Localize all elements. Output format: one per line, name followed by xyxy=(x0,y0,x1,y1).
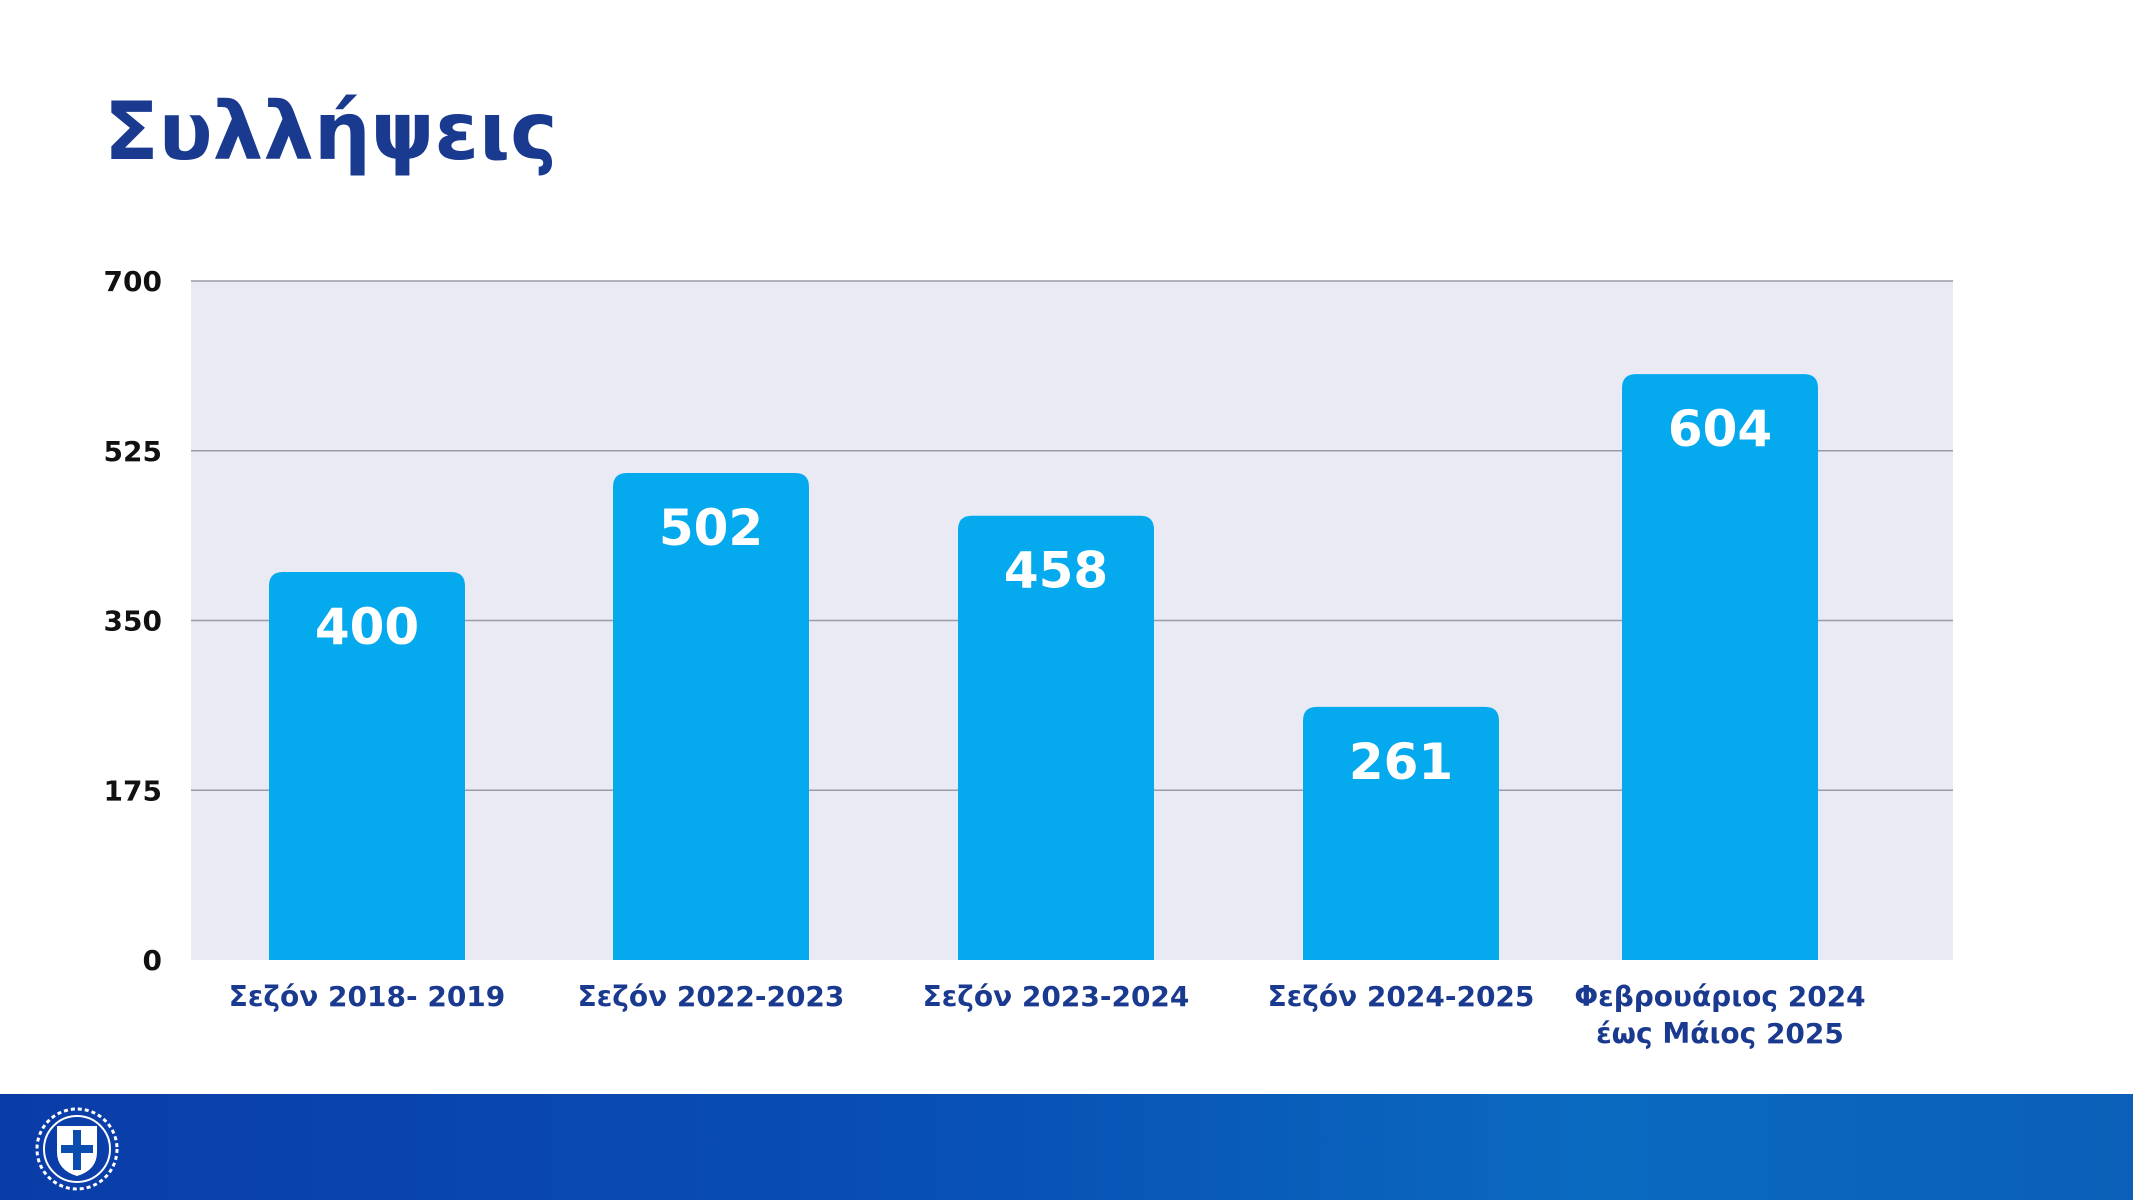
y-axis-ticks: 0 175 350 525 700 xyxy=(104,265,162,977)
bar-value-label: 400 xyxy=(315,598,419,656)
x-axis-label: Σεζόν 2022-2023 xyxy=(578,980,845,1013)
bar-3 xyxy=(1303,706,1499,960)
x-axis-label: Σεζόν 2018- 2019 xyxy=(229,980,506,1013)
y-tick-label: 525 xyxy=(104,435,162,468)
bar-value-label: 458 xyxy=(1004,542,1108,600)
bar-0 xyxy=(269,572,465,960)
bar-value-label: 502 xyxy=(659,499,763,557)
y-tick-label: 700 xyxy=(104,265,162,298)
y-tick-label: 0 xyxy=(143,944,162,977)
bar-4 xyxy=(1622,374,1818,960)
x-axis-label: Φεβρουάριος 2024 xyxy=(1574,980,1865,1013)
footer-banner xyxy=(0,1094,2133,1200)
bar-1 xyxy=(613,473,809,960)
bar-value-labels: 400 502 458 261 604 xyxy=(315,400,1772,791)
x-axis-label: έως Μάιος 2025 xyxy=(1596,1017,1844,1050)
greek-coat-of-arms-icon xyxy=(35,1107,119,1191)
bars xyxy=(269,374,1818,960)
y-tick-label: 175 xyxy=(104,774,162,807)
y-tick-label: 350 xyxy=(104,605,162,638)
bar-value-label: 604 xyxy=(1668,400,1772,458)
bar-value-label: 261 xyxy=(1349,733,1453,791)
bar-chart: 0 175 350 525 700 400 502 458 261 604 Σεζόν 2018… xyxy=(104,265,1953,1050)
x-axis-labels: Σεζόν 2018- 2019 Σεζόν 2022-2023 Σεζόν 202… xyxy=(229,980,1866,1050)
bar-2 xyxy=(958,515,1154,960)
page-title: Συλλήψεις xyxy=(104,85,558,178)
x-axis-label: Σεζόν 2023-2024 xyxy=(923,980,1190,1013)
x-axis-label: Σεζόν 2024-2025 xyxy=(1268,980,1535,1013)
